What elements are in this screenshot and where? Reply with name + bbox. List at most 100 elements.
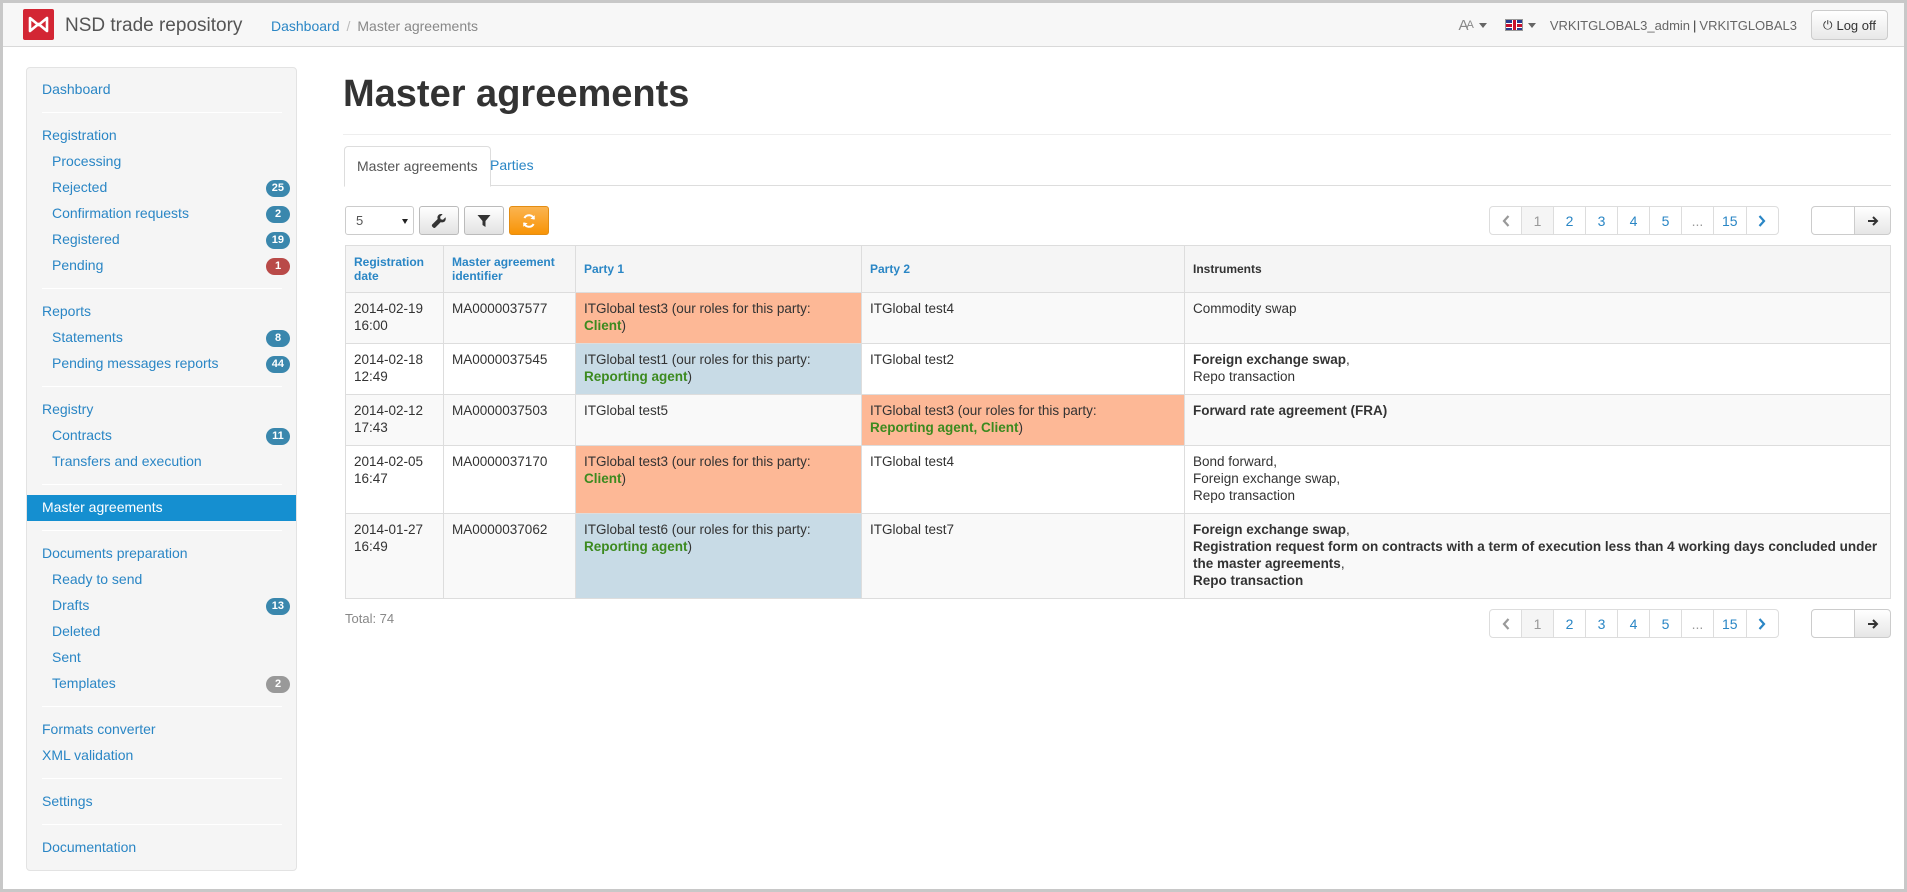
sidebar-divider	[42, 824, 282, 825]
sidebar-item-reports[interactable]: Reports	[27, 299, 296, 325]
pagination-bottom: 1 2 3 4 5 ... 15	[1489, 609, 1779, 638]
instrument: Foreign exchange swap	[1193, 352, 1347, 367]
filter-button[interactable]	[464, 206, 504, 235]
page-size-select[interactable]: 5	[345, 206, 414, 235]
page-button[interactable]: 15	[1713, 206, 1747, 235]
sidebar-item-settings[interactable]: Settings	[27, 789, 296, 815]
time: 16:49	[354, 539, 388, 554]
column-header-party-1[interactable]: Party 1	[575, 245, 862, 293]
sidebar-item-drafts[interactable]: Drafts 13	[27, 593, 296, 619]
prev-page-button[interactable]	[1489, 609, 1522, 638]
cell-date: 2014-02-19 16:00	[345, 292, 444, 344]
sidebar-item-pending-messages-reports[interactable]: Pending messages reports 44	[27, 351, 296, 377]
next-page-button[interactable]	[1745, 206, 1779, 235]
cell-party-2: ITGlobal test2	[861, 343, 1185, 395]
sidebar-item-registration[interactable]: Registration	[27, 123, 296, 149]
party-name: ITGlobal test3 (our roles for this party…	[584, 454, 811, 469]
column-header-party-2[interactable]: Party 2	[861, 245, 1185, 293]
next-page-button[interactable]	[1745, 609, 1779, 638]
sidebar-item-dashboard[interactable]: Dashboard	[27, 77, 296, 103]
chevron-right-icon	[1758, 617, 1766, 630]
columns-settings-button[interactable]	[419, 206, 459, 235]
table-row[interactable]: 2014-02-05 16:47 MA0000037170 ITGlobal te…	[345, 445, 1891, 514]
tab-bar: Master agreements Parties	[344, 146, 1891, 187]
sidebar-item-templates[interactable]: Templates 2	[27, 671, 296, 697]
tab-parties[interactable]: Parties	[490, 157, 534, 173]
cell-identifier: MA0000037170	[443, 445, 576, 514]
column-header-master-agreement-identifier[interactable]: Master agreement identifier	[443, 245, 576, 293]
sidebar-item-registered[interactable]: Registered 19	[27, 227, 296, 253]
sidebar-item-label: Pending messages reports	[52, 355, 219, 371]
breadcrumb-dashboard-link[interactable]: Dashboard	[271, 18, 340, 34]
instrument: Foreign exchange swap	[1193, 471, 1337, 486]
total-count: Total: 74	[345, 611, 395, 626]
page-button[interactable]: 2	[1553, 609, 1586, 638]
count-badge: 44	[265, 356, 290, 373]
count-badge: 13	[265, 598, 290, 615]
sidebar-item-label: Templates	[52, 675, 116, 691]
refresh-button[interactable]	[509, 206, 549, 235]
cell-identifier: MA0000037577	[443, 292, 576, 344]
page-button[interactable]: 5	[1649, 609, 1682, 638]
app-title[interactable]: NSD trade repository	[65, 15, 243, 36]
org-name: VRKITGLOBAL3	[1699, 17, 1797, 33]
goto-page-button[interactable]	[1855, 206, 1891, 235]
count-badge: 11	[266, 428, 290, 445]
language-switcher[interactable]	[1504, 19, 1536, 31]
sidebar-divider	[42, 484, 282, 485]
page-button[interactable]: 5	[1649, 206, 1682, 235]
sidebar-item-documentation[interactable]: Documentation	[27, 835, 296, 861]
table-row[interactable]: 2014-02-18 12:49 MA0000037545 ITGlobal te…	[345, 343, 1891, 395]
sidebar-item-statements[interactable]: Statements 8	[27, 325, 296, 351]
sidebar-item-documents-preparation[interactable]: Documents preparation	[27, 541, 296, 567]
chevron-left-icon	[1502, 617, 1509, 630]
sidebar-item-contracts[interactable]: Contracts 11	[27, 423, 296, 449]
page-button[interactable]: 15	[1713, 609, 1747, 638]
cell-date: 2014-02-05 16:47	[345, 445, 444, 514]
prev-page-button[interactable]	[1489, 206, 1522, 235]
page-button[interactable]: 1	[1521, 206, 1554, 235]
goto-page-input[interactable]	[1811, 609, 1855, 638]
sidebar-divider	[42, 288, 282, 289]
page-button[interactable]: 3	[1585, 206, 1618, 235]
sidebar-item-confirmation-requests[interactable]: Confirmation requests 2	[27, 201, 296, 227]
sidebar-item-ready-to-send[interactable]: Ready to send	[27, 567, 296, 593]
page-button[interactable]: 2	[1553, 206, 1586, 235]
sidebar-item-processing[interactable]: Processing	[27, 149, 296, 175]
page-button[interactable]: 3	[1585, 609, 1618, 638]
sidebar-item-sent[interactable]: Sent	[27, 645, 296, 671]
sidebar-item-deleted[interactable]: Deleted	[27, 619, 296, 645]
sidebar-item-label: Documentation	[42, 839, 137, 855]
sidebar-item-label: Sent	[52, 649, 81, 665]
table-row[interactable]: 2014-02-12 17:43 MA0000037503 ITGlobal te…	[345, 394, 1891, 446]
cell-instruments: Foreign exchange swap, Registration reque…	[1184, 513, 1891, 599]
sidebar-item-xml-validation[interactable]: XML validation	[27, 743, 296, 769]
count-badge: 19	[265, 232, 290, 249]
goto-page-button[interactable]	[1855, 609, 1891, 638]
nsd-logo[interactable]	[23, 9, 54, 40]
sidebar-item-transfers-and-execution[interactable]: Transfers and execution	[27, 449, 296, 475]
time: 12:49	[354, 369, 388, 384]
sidebar-item-label: Ready to send	[52, 571, 143, 587]
page-button[interactable]: 1	[1521, 609, 1554, 638]
sidebar-item-formats-converter[interactable]: Formats converter	[27, 717, 296, 743]
page-button[interactable]: 4	[1617, 206, 1650, 235]
sidebar-item-rejected[interactable]: Rejected 25	[27, 175, 296, 201]
chevron-left-icon	[1502, 214, 1509, 227]
tab-master-agreements[interactable]: Master agreements	[344, 146, 491, 187]
sidebar-item-master-agreements[interactable]: Master agreements	[27, 495, 296, 521]
goto-page-input[interactable]	[1811, 206, 1855, 235]
column-header-registration-date[interactable]: Registration date	[345, 245, 444, 293]
page-button[interactable]: 4	[1617, 609, 1650, 638]
user-name[interactable]: VRKITGLOBAL3_admin	[1549, 17, 1691, 33]
sidebar-item-label: Drafts	[52, 597, 90, 613]
table-row[interactable]: 2014-01-27 16:49 MA0000037062 ITGlobal te…	[345, 513, 1891, 599]
table-row[interactable]: 2014-02-19 16:00 MA0000037577 ITGlobal te…	[345, 292, 1891, 344]
sidebar-item-pending[interactable]: Pending 1	[27, 253, 296, 279]
sidebar-divider	[42, 530, 282, 531]
sidebar-divider	[42, 778, 282, 779]
date: 2014-02-12	[354, 403, 424, 418]
log-off-button[interactable]: ⏻ Log off	[1810, 10, 1888, 40]
sidebar-item-registry[interactable]: Registry	[27, 397, 296, 423]
